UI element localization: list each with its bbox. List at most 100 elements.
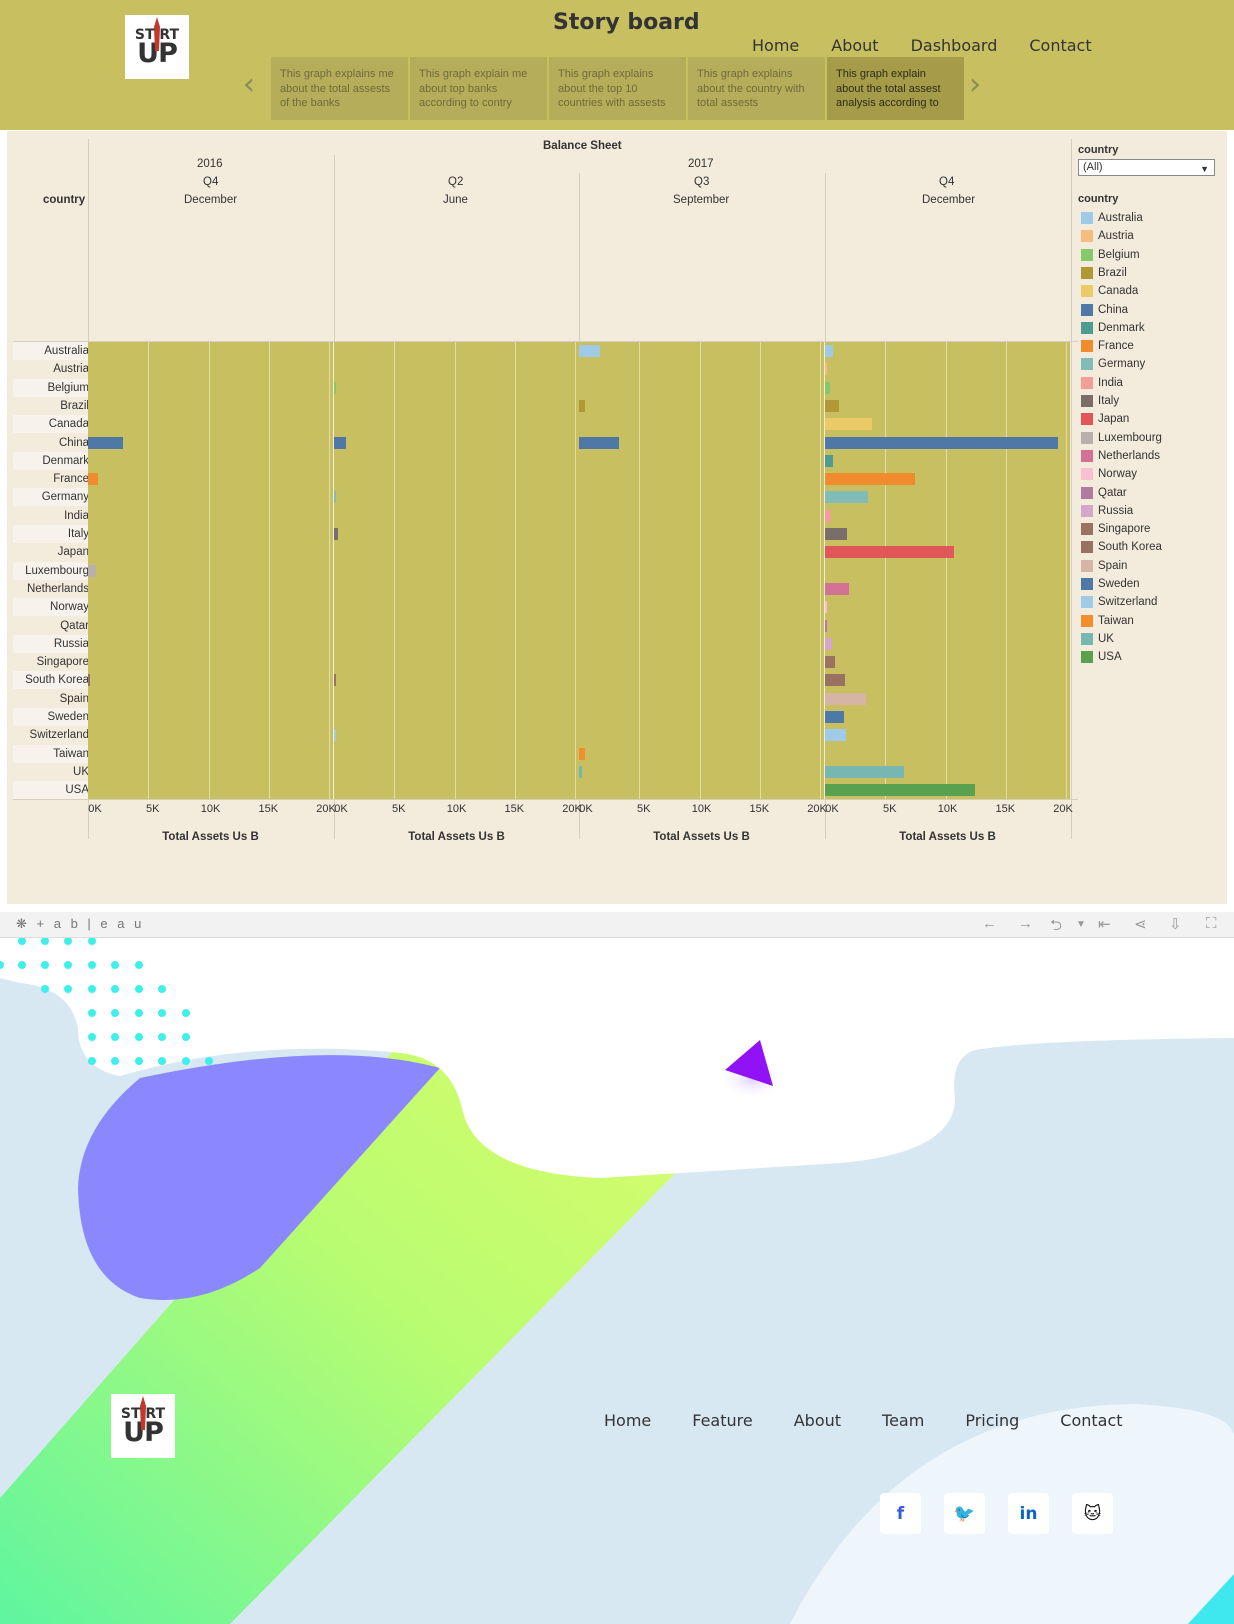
footer-nav-home[interactable]: Home xyxy=(604,1411,652,1430)
tick-label: 5K xyxy=(883,803,897,815)
country-filter-dropdown[interactable]: (All) ▼ xyxy=(1078,159,1215,176)
legend-item[interactable]: Brazil xyxy=(1081,264,1127,282)
bar[interactable] xyxy=(334,674,337,687)
bar[interactable] xyxy=(825,619,828,632)
legend-label: Germany xyxy=(1098,358,1146,371)
legend-item[interactable]: Netherlands xyxy=(1081,447,1160,465)
nav-home[interactable]: Home xyxy=(752,36,800,55)
bar[interactable] xyxy=(579,345,600,357)
legend-item[interactable]: USA xyxy=(1081,648,1122,666)
footer-nav-pricing[interactable]: Pricing xyxy=(965,1411,1020,1430)
bar[interactable] xyxy=(334,729,336,742)
bar[interactable] xyxy=(825,363,827,376)
tableau-logo[interactable]: ❋ + a b | e a u xyxy=(16,916,144,932)
bar[interactable] xyxy=(579,765,583,778)
linkedin-button[interactable]: in xyxy=(1008,1493,1049,1534)
legend-item[interactable]: Germany xyxy=(1081,355,1145,373)
reset-icon[interactable]: ⇤ xyxy=(1098,916,1111,933)
nav-dashboard[interactable]: Dashboard xyxy=(910,36,998,55)
logo[interactable]: ST RT UP xyxy=(125,15,189,79)
legend-item[interactable]: Belgium xyxy=(1081,246,1140,264)
legend-item[interactable]: Canada xyxy=(1081,282,1138,300)
legend-item[interactable]: Luxembourg xyxy=(1081,429,1162,447)
legend-swatch xyxy=(1081,413,1093,426)
legend-item[interactable]: Italy xyxy=(1081,392,1119,410)
bar[interactable] xyxy=(825,711,844,723)
bar[interactable] xyxy=(88,564,96,577)
bar[interactable] xyxy=(825,473,915,486)
chevron-left-icon[interactable]: ‹ xyxy=(243,67,255,102)
story-point-3[interactable]: This graph explains about the top 10 cou… xyxy=(549,57,686,120)
nav-contact[interactable]: Contact xyxy=(1029,36,1092,55)
legend-item[interactable]: Qatar xyxy=(1081,484,1127,502)
legend-item[interactable]: Austria xyxy=(1081,227,1134,245)
bar[interactable] xyxy=(334,436,346,449)
bar[interactable] xyxy=(579,747,585,760)
legend-item[interactable]: Sweden xyxy=(1081,575,1140,593)
bar[interactable] xyxy=(825,784,976,797)
bar[interactable] xyxy=(825,381,830,394)
bar[interactable] xyxy=(334,528,339,540)
bar[interactable] xyxy=(825,582,850,595)
legend-item[interactable]: Australia xyxy=(1081,209,1143,227)
twitter-button[interactable]: 🐦 xyxy=(944,1493,985,1534)
facebook-button[interactable]: f xyxy=(880,1493,921,1534)
legend-item[interactable]: Norway xyxy=(1081,465,1137,483)
bar[interactable] xyxy=(825,509,831,522)
chevron-right-icon[interactable]: › xyxy=(969,67,981,102)
legend-item[interactable]: Russia xyxy=(1081,502,1133,520)
bar[interactable] xyxy=(88,436,123,449)
story-point-5[interactable]: This graph explain about the total asses… xyxy=(827,57,964,120)
legend-item[interactable]: Taiwan xyxy=(1081,612,1134,630)
bar[interactable] xyxy=(825,436,1058,449)
bar[interactable] xyxy=(825,656,836,669)
legend-item[interactable]: China xyxy=(1081,301,1128,319)
bar[interactable] xyxy=(825,528,848,540)
bar[interactable] xyxy=(825,765,905,778)
bar[interactable] xyxy=(825,345,834,357)
bar[interactable] xyxy=(579,399,585,412)
story-point-1[interactable]: This graph explains me about the total a… xyxy=(271,57,408,120)
legend-item[interactable]: UK xyxy=(1081,630,1114,648)
bar[interactable] xyxy=(825,491,869,504)
legend-item[interactable]: Spain xyxy=(1081,557,1127,575)
bar[interactable] xyxy=(334,491,336,504)
footer-nav-contact[interactable]: Contact xyxy=(1060,1411,1123,1430)
story-point-4[interactable]: This graph explains about the country wi… xyxy=(688,57,825,120)
bar[interactable] xyxy=(825,692,866,705)
revert-icon[interactable]: ⮌ xyxy=(1050,917,1063,934)
legend-item[interactable]: India xyxy=(1081,374,1123,392)
share-icon[interactable]: ⋖ xyxy=(1134,916,1147,933)
github-button[interactable]: 🐱 xyxy=(1072,1493,1113,1534)
bar[interactable] xyxy=(825,454,834,467)
legend-item[interactable]: Denmark xyxy=(1081,319,1145,337)
download-icon[interactable]: ⇩ xyxy=(1169,916,1182,933)
revert-dropdown-icon[interactable]: ▼ xyxy=(1076,919,1086,930)
nav-about[interactable]: About xyxy=(831,36,879,55)
legend-item[interactable]: Switzerland xyxy=(1081,593,1157,611)
fullscreen-icon[interactable]: ⛶ xyxy=(1206,915,1217,932)
bar[interactable] xyxy=(334,381,336,394)
story-point-2[interactable]: This graph explain me about top banks ac… xyxy=(410,57,547,120)
bar[interactable] xyxy=(825,729,846,742)
footer-nav-about[interactable]: About xyxy=(793,1411,842,1430)
bar[interactable] xyxy=(825,418,872,431)
bar[interactable] xyxy=(825,674,845,687)
row-label: Singapore xyxy=(36,656,89,669)
bar[interactable] xyxy=(825,546,955,559)
bar[interactable] xyxy=(825,637,832,650)
legend-item[interactable]: France xyxy=(1081,337,1134,355)
legend-item[interactable]: Japan xyxy=(1081,410,1129,428)
footer-nav-feature[interactable]: Feature xyxy=(692,1411,753,1430)
undo-icon[interactable]: ← xyxy=(982,915,997,932)
footer-logo[interactable]: ST RT UP xyxy=(111,1394,175,1458)
footer-nav-team[interactable]: Team xyxy=(882,1411,925,1430)
legend-item[interactable]: Singapore xyxy=(1081,520,1150,538)
bar[interactable] xyxy=(825,601,828,614)
redo-icon[interactable]: → xyxy=(1018,915,1033,932)
bar[interactable] xyxy=(88,674,90,687)
bar[interactable] xyxy=(88,473,98,486)
bar[interactable] xyxy=(579,436,619,449)
legend-item[interactable]: South Korea xyxy=(1081,538,1162,556)
bar[interactable] xyxy=(825,399,839,412)
